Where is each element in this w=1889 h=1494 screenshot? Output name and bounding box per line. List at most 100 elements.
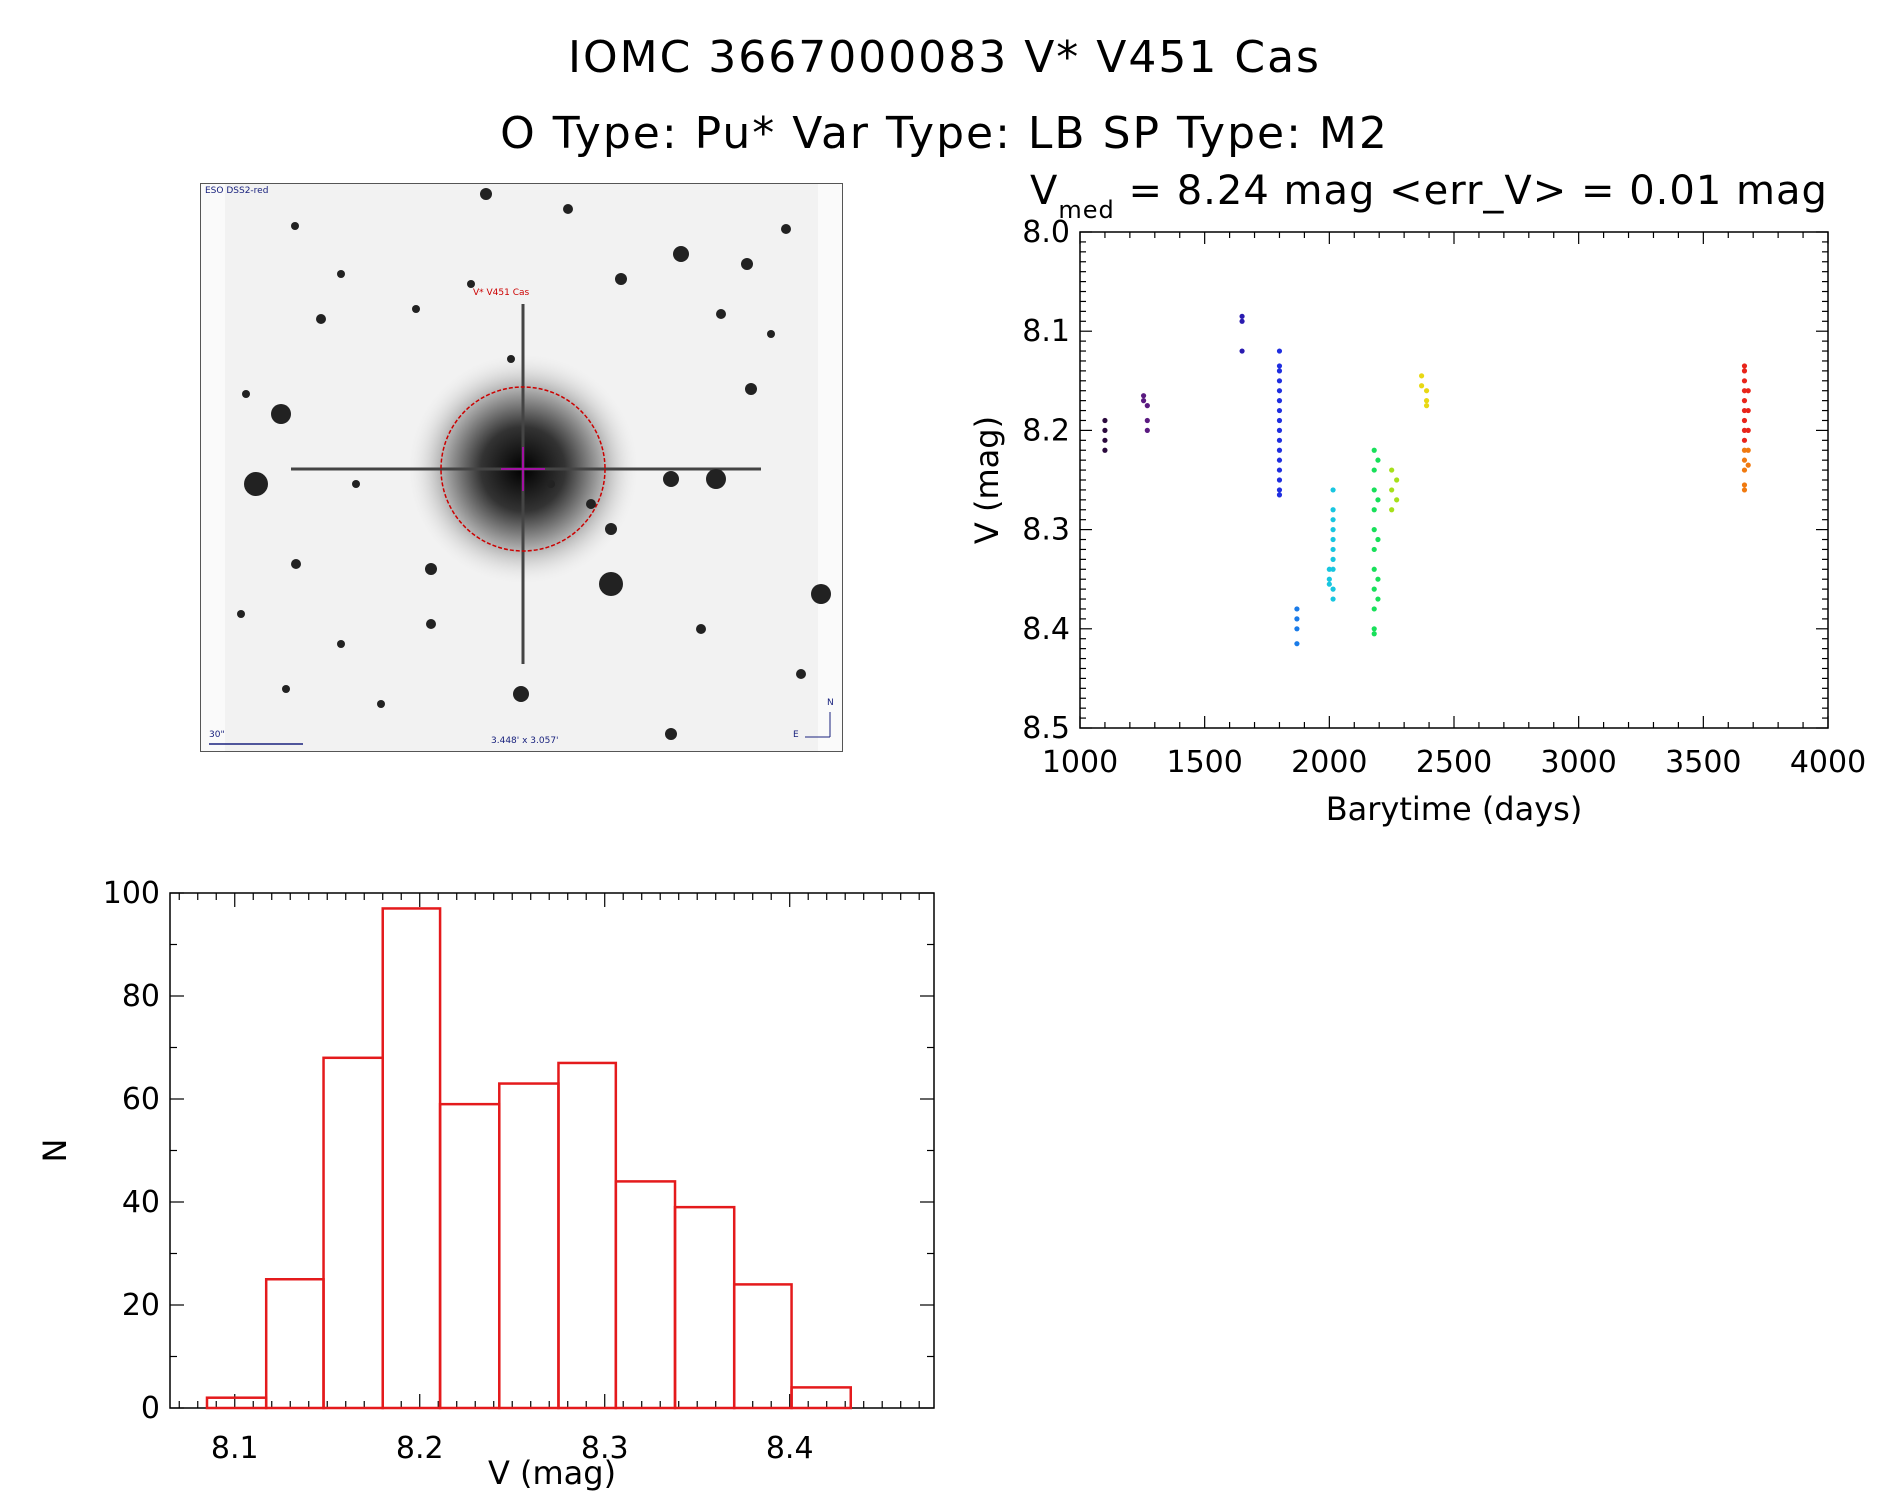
field-star [741, 258, 753, 270]
field-star [615, 273, 627, 285]
lc-data-point [1423, 388, 1430, 394]
lc-data-point [1239, 348, 1245, 354]
lc-data-point [1389, 507, 1395, 513]
hist-ytick-label: 60 [122, 1082, 160, 1117]
field-star [781, 224, 791, 234]
lc-data-point [1745, 388, 1751, 394]
lc-data-point [1375, 497, 1381, 503]
lc-data-point [1741, 388, 1748, 394]
hist-xtick-label: 8.3 [581, 1431, 629, 1466]
hist-ylabel: N [36, 1139, 74, 1163]
lc-data-point [1276, 417, 1283, 424]
lc-data-point [1371, 527, 1377, 533]
lc-data-point [1330, 556, 1336, 562]
lc-data-point [1741, 427, 1748, 433]
lc-data-point [1144, 417, 1150, 424]
lc-data-point [1102, 417, 1108, 424]
field-star [291, 559, 301, 569]
lc-data-point [1423, 403, 1430, 409]
hist-ytick-label: 100 [103, 876, 160, 911]
lc-ylabel: V (mag) [968, 416, 1006, 544]
lc-data-point [1371, 606, 1377, 612]
hist-ytick-label: 0 [141, 1391, 160, 1426]
field-star [663, 471, 679, 487]
field-star [673, 246, 689, 262]
lc-data-point [1140, 398, 1147, 404]
lc-data-point [1371, 447, 1377, 453]
field-star [242, 390, 250, 398]
lc-data-point [1741, 467, 1748, 473]
lc-data-point [1741, 437, 1748, 443]
lc-data-point [1418, 383, 1425, 389]
lc-data-point [1741, 368, 1748, 374]
lc-data-point [1276, 477, 1283, 483]
field-star [547, 480, 555, 488]
field-star [425, 563, 437, 575]
hist-bar [498, 1082, 560, 1410]
lc-data-point [1276, 368, 1283, 374]
lc-data-point [1330, 546, 1336, 553]
sky-image-panel: ESO DSS2-red V* V451 Cas 30" 3.448' x 3.… [200, 183, 843, 752]
plot-title-line1: IOMC 3667000083 V* V451 Cas [568, 32, 1321, 83]
lc-xtick-label: 1000 [1042, 745, 1118, 780]
lc-data-point [1330, 507, 1336, 513]
field-star [412, 305, 420, 313]
lc-data-point [1239, 318, 1245, 324]
lc-ytick-label: 8.2 [1022, 413, 1070, 448]
lc-data-point [1294, 616, 1300, 622]
lc-data-point [1375, 596, 1381, 602]
field-star [767, 330, 775, 338]
lc-data-point [1371, 586, 1377, 592]
lc-data-point [1330, 527, 1336, 533]
lc-data-point [1741, 378, 1748, 384]
hist-ytick-label: 40 [122, 1185, 160, 1220]
hist-bar [614, 1180, 677, 1410]
field-star [513, 686, 529, 702]
lc-data-point [1418, 373, 1425, 379]
hist-bar [790, 1386, 853, 1410]
survey-label: ESO DSS2-red [205, 186, 269, 196]
lc-data-point [1423, 398, 1430, 404]
hist-bar [732, 1283, 793, 1410]
lc-data-point [1276, 427, 1283, 433]
hist-ytick-label: 20 [122, 1288, 160, 1323]
lc-data-point [1330, 487, 1336, 493]
scale-label: 30" [209, 730, 225, 740]
lc-data-point [1239, 313, 1245, 319]
lc-data-point [1276, 378, 1283, 384]
lc-data-point [1371, 566, 1377, 572]
lc-data-point [1144, 427, 1150, 433]
lc-data-point [1371, 467, 1377, 473]
lc-data-point [1102, 447, 1108, 453]
lc-data-point [1394, 477, 1400, 483]
compass-e-label: E [793, 730, 799, 740]
lc-data-point [1394, 497, 1400, 503]
lc-data-point [1741, 407, 1748, 414]
field-star [665, 728, 677, 740]
field-star [237, 610, 245, 618]
target-circle [440, 386, 606, 552]
lc-ytick-label: 8.5 [1022, 711, 1070, 746]
hist-xtick-label: 8.1 [211, 1431, 259, 1466]
lc-data-point [1326, 581, 1332, 587]
field-star [796, 669, 806, 679]
plot-title-line2: O Type: Pu* Var Type: LB SP Type: M2 [500, 108, 1389, 159]
field-star [811, 584, 831, 604]
lc-data-point [1371, 507, 1377, 513]
sky-image [209, 184, 831, 751]
field-star [480, 188, 492, 200]
lc-title: Vmed = 8.24 mag <err_V> = 0.01 mag [1030, 168, 1828, 224]
lc-xtick-label: 3000 [1540, 745, 1616, 780]
lc-data-point [1741, 447, 1748, 453]
target-label: V* V451 Cas [473, 288, 530, 298]
hist-frame [169, 892, 935, 1409]
field-star [507, 355, 515, 363]
field-star [696, 624, 706, 634]
field-star [467, 280, 475, 288]
field-star [563, 204, 573, 214]
field-star [316, 314, 326, 324]
field-star [337, 640, 345, 648]
lc-xtick-label: 3500 [1665, 745, 1741, 780]
lc-data-point [1389, 467, 1395, 473]
lc-xtick-label: 2000 [1291, 745, 1367, 780]
